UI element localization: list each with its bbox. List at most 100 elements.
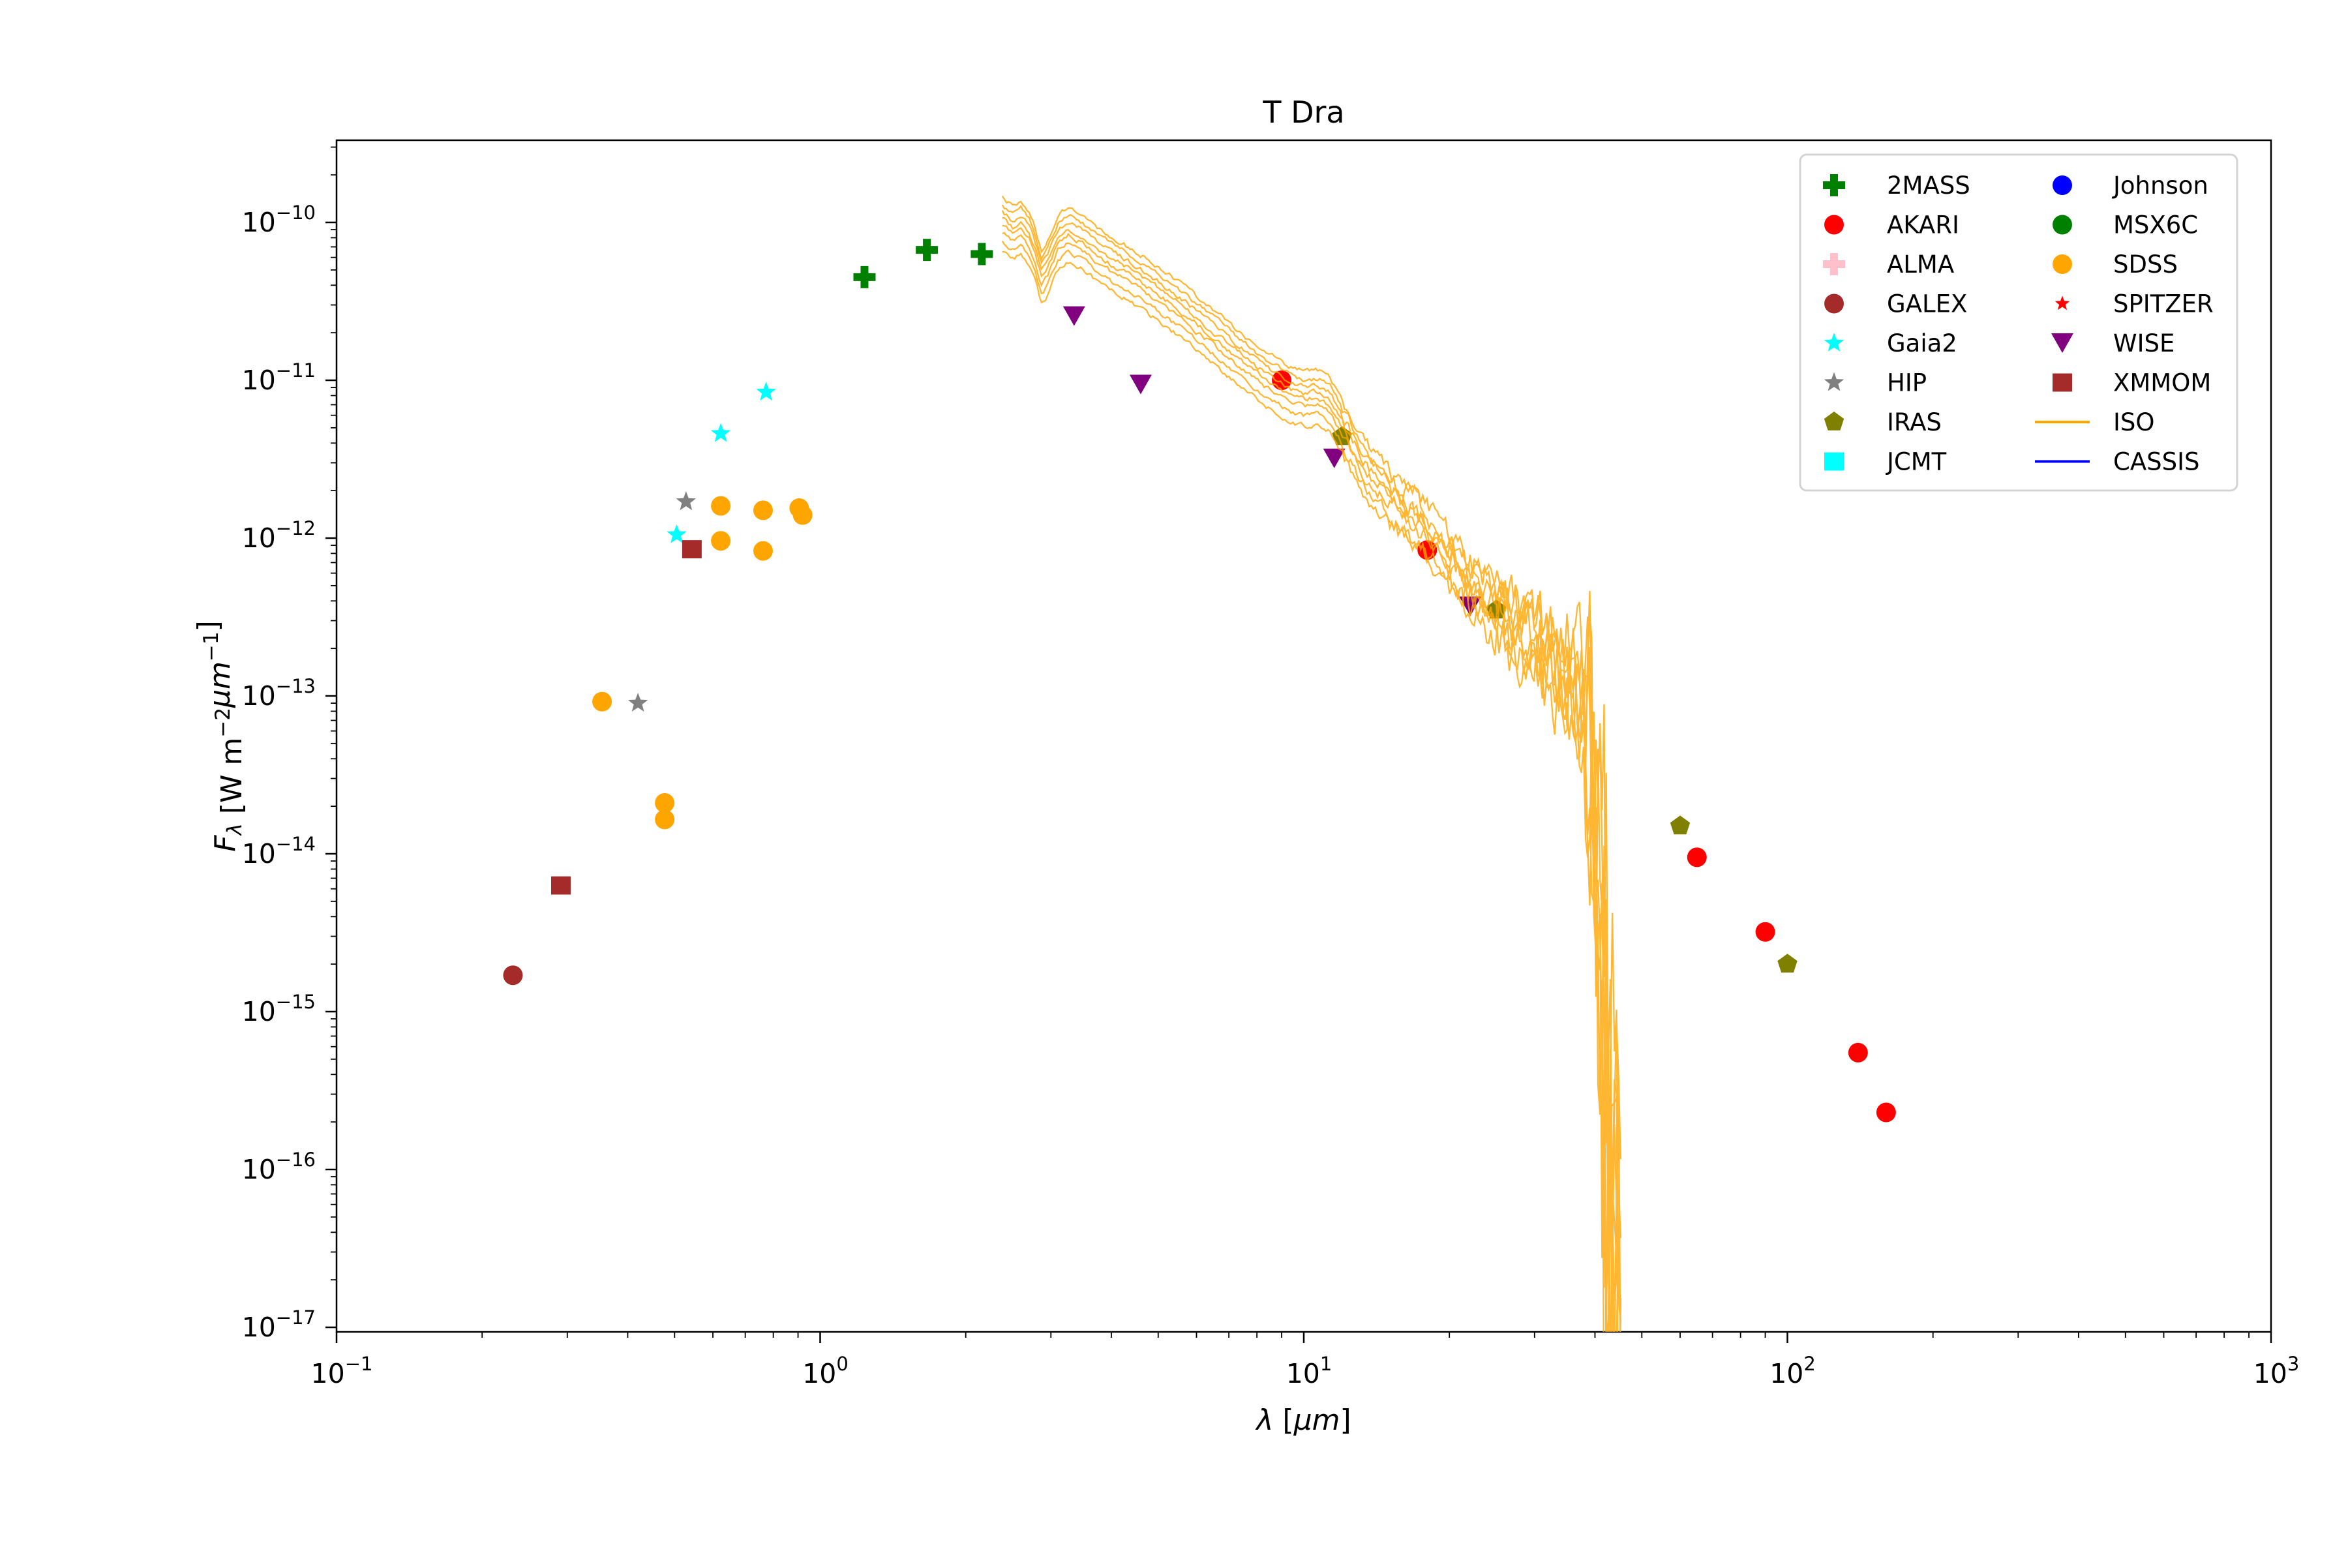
legend-label-SPITZER: SPITZER [2113,290,2214,318]
AKARI-point [1876,1102,1896,1123]
AKARI-point [1687,847,1707,867]
legend-item-CASSIS: CASSIS [2035,448,2200,476]
Gaia2-point [667,524,687,543]
XMMOM-point [550,876,571,895]
JCMT-legend-marker [1824,452,1844,471]
legend-item-SDSS: SDSS [2053,250,2178,279]
legend-item-2MASS: 2MASS [1823,172,1970,200]
iso-spectra [1001,195,1621,1332]
iso-trace [1001,204,1621,1332]
WISE-legend-marker [2051,333,2073,353]
series-HIP [627,491,696,712]
legend-item-JCMT: JCMT [1824,448,1947,476]
legend-label-HIP: HIP [1887,369,1927,397]
MSX6C-legend-marker [2053,215,2072,235]
AKARI-point [1755,922,1775,942]
tick-label: 10−10 [242,202,316,238]
IRAS-legend-marker [1824,412,1844,430]
legend-item-MSX6C: MSX6C [2053,211,2198,239]
series-XMMOM [550,540,702,895]
tick-label: 10−12 [242,517,316,554]
series-Gaia2 [667,382,776,543]
iso-trace [1001,195,1621,1332]
WISE-point [1323,448,1346,468]
SDSS-point [655,809,675,830]
HIP-point [676,491,696,511]
series-SDSS [592,496,813,830]
data-points [503,239,1896,1123]
XMMOM-point [682,540,702,559]
SPITZER-legend-marker [2054,295,2070,310]
2MASS-point [853,265,876,288]
legend-label-2MASS: 2MASS [1887,172,1970,200]
series-2MASS [853,239,993,288]
legend-label-GALEX: GALEX [1887,290,1967,318]
tick-label: 10−15 [242,991,316,1027]
SDSS-point [753,500,773,520]
legend-item-ALMA: ALMA [1823,250,1954,279]
IRAS-point [1670,815,1691,835]
axes: 10−1 100 101 102 10310−1010−1110−1210−1310−1… [242,139,2300,1389]
ALMA-legend-marker [1823,253,1845,275]
legend-label-JCMT: JCMT [1886,448,1947,476]
legend-item-SPITZER: SPITZER [2054,290,2214,318]
tick-label: 10−13 [242,675,316,712]
legend-item-HIP: HIP [1824,369,1927,397]
tick-label: 101 [1286,1353,1332,1389]
legend-box [1799,153,2238,492]
tick-label: 100 [802,1353,849,1389]
2MASS-point [971,243,993,265]
WISE-point [1062,306,1085,326]
IRAS-point [1777,954,1798,973]
SDSS-point [655,793,675,813]
SDSS-legend-marker [2053,254,2072,274]
Johnson-legend-marker [2053,175,2072,195]
WISE-point [1129,374,1152,395]
legend-label-ISO: ISO [2113,408,2155,436]
legend-label-Johnson: Johnson [2112,172,2208,200]
HIP-legend-marker [1824,372,1844,391]
legend-item-GALEX: GALEX [1824,290,1967,318]
SDSS-point [711,531,731,551]
legend-label-CASSIS: CASSIS [2113,448,2200,476]
legend-item-WISE: WISE [2051,329,2175,357]
legend-label-XMMOM: XMMOM [2113,369,2211,397]
legend-item-XMMOM: XMMOM [2053,369,2211,397]
tick-label: 10−17 [242,1306,316,1343]
Gaia2-point [710,423,731,442]
SDSS-point [753,541,773,561]
legend-item-Johnson: Johnson [2053,172,2208,200]
x-axis-label: λ [μm] [1255,1404,1351,1437]
x-axis: 10−1 100 101 102 103 [311,1332,2300,1389]
page-title: T Dra [1262,95,1344,130]
tick-label: 10−16 [242,1149,316,1185]
series-GALEX [503,965,523,986]
legend-item-IRAS: IRAS [1824,408,1942,436]
legend: 2MASS AKARI ALMA GALEX Gaia2 HIP IRAS JCMT Johns… [1799,153,2238,492]
tick-label: 10−11 [242,359,316,396]
iso-trace [1002,250,1621,1332]
GALEX-point [503,965,523,986]
Gaia2-point [756,382,776,401]
legend-label-MSX6C: MSX6C [2113,211,2198,239]
GALEX-legend-marker [1824,294,1844,314]
legend-label-WISE: WISE [2113,329,2175,357]
tick-label: 10−14 [242,833,316,869]
legend-item-Gaia2: Gaia2 [1824,329,1957,357]
XMMOM-legend-marker [2053,373,2072,392]
2MASS-legend-marker [1823,174,1845,196]
legend-item-ISO: ISO [2035,408,2155,436]
AKARI-point [1848,1042,1868,1063]
legend-item-AKARI: AKARI [1824,211,1959,239]
tick-label: 103 [2253,1353,2300,1389]
Gaia2-legend-marker [1824,333,1844,352]
iso-trace [1001,240,1621,1332]
SDSS-point [592,691,612,712]
SDSS-point [792,505,813,525]
iso-trace [1002,224,1621,1323]
HIP-point [627,693,648,712]
tick-label: 10−1 [311,1353,373,1389]
legend-label-Gaia2: Gaia2 [1887,329,1957,357]
legend-label-AKARI: AKARI [1887,211,1959,239]
